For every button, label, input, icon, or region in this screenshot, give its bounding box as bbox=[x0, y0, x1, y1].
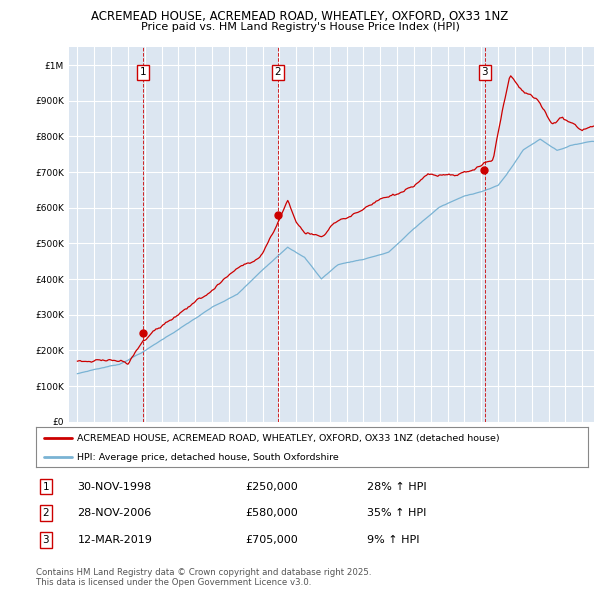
Text: 3: 3 bbox=[43, 535, 49, 545]
Text: 1: 1 bbox=[140, 67, 146, 77]
Text: 3: 3 bbox=[481, 67, 488, 77]
Text: ACREMEAD HOUSE, ACREMEAD ROAD, WHEATLEY, OXFORD, OX33 1NZ: ACREMEAD HOUSE, ACREMEAD ROAD, WHEATLEY,… bbox=[91, 10, 509, 23]
Text: 28-NOV-2006: 28-NOV-2006 bbox=[77, 509, 152, 519]
Text: 30-NOV-1998: 30-NOV-1998 bbox=[77, 481, 152, 491]
Text: Contains HM Land Registry data © Crown copyright and database right 2025.
This d: Contains HM Land Registry data © Crown c… bbox=[36, 568, 371, 587]
Text: £705,000: £705,000 bbox=[246, 535, 299, 545]
Text: £580,000: £580,000 bbox=[246, 509, 299, 519]
Text: 12-MAR-2019: 12-MAR-2019 bbox=[77, 535, 152, 545]
Text: 1: 1 bbox=[43, 481, 49, 491]
Text: ACREMEAD HOUSE, ACREMEAD ROAD, WHEATLEY, OXFORD, OX33 1NZ (detached house): ACREMEAD HOUSE, ACREMEAD ROAD, WHEATLEY,… bbox=[77, 434, 500, 443]
Text: Price paid vs. HM Land Registry's House Price Index (HPI): Price paid vs. HM Land Registry's House … bbox=[140, 22, 460, 32]
Text: 9% ↑ HPI: 9% ↑ HPI bbox=[367, 535, 420, 545]
Text: 28% ↑ HPI: 28% ↑ HPI bbox=[367, 481, 427, 491]
Text: 2: 2 bbox=[275, 67, 281, 77]
Text: 2: 2 bbox=[43, 509, 49, 519]
Text: HPI: Average price, detached house, South Oxfordshire: HPI: Average price, detached house, Sout… bbox=[77, 453, 339, 462]
Text: 35% ↑ HPI: 35% ↑ HPI bbox=[367, 509, 427, 519]
Text: £250,000: £250,000 bbox=[246, 481, 299, 491]
